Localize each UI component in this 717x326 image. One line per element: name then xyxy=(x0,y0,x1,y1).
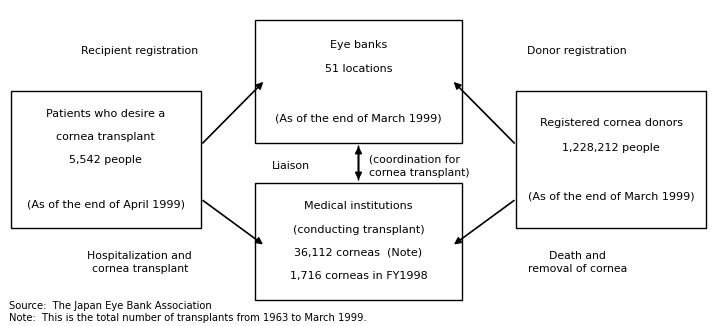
Text: 51 locations: 51 locations xyxy=(325,64,392,74)
Text: Medical institutions: Medical institutions xyxy=(304,201,413,211)
Text: Death and
removal of cornea: Death and removal of cornea xyxy=(528,251,627,274)
Text: (coordination for
cornea transplant): (coordination for cornea transplant) xyxy=(369,155,470,178)
Text: Recipient registration: Recipient registration xyxy=(81,46,199,55)
Text: Source:  The Japan Eye Bank Association: Source: The Japan Eye Bank Association xyxy=(9,302,212,311)
Text: (As of the end of April 1999): (As of the end of April 1999) xyxy=(27,200,185,210)
Text: cornea transplant: cornea transplant xyxy=(57,132,155,142)
Text: 36,112 corneas  (Note): 36,112 corneas (Note) xyxy=(295,248,422,258)
Text: (conducting transplant): (conducting transplant) xyxy=(293,225,424,234)
Text: 1,228,212 people: 1,228,212 people xyxy=(562,142,660,153)
Text: Donor registration: Donor registration xyxy=(528,46,627,55)
Text: Note:  This is the total number of transplants from 1963 to March 1999.: Note: This is the total number of transp… xyxy=(9,313,366,323)
Text: Liaison: Liaison xyxy=(272,161,310,171)
Text: (As of the end of March 1999): (As of the end of March 1999) xyxy=(275,113,442,123)
FancyBboxPatch shape xyxy=(516,91,706,228)
Text: (As of the end of March 1999): (As of the end of March 1999) xyxy=(528,191,695,201)
Text: Patients who desire a: Patients who desire a xyxy=(46,109,166,119)
Text: Hospitalization and
cornea transplant: Hospitalization and cornea transplant xyxy=(87,251,192,274)
Text: Eye banks: Eye banks xyxy=(330,40,387,50)
FancyBboxPatch shape xyxy=(255,20,462,143)
Text: 5,542 people: 5,542 people xyxy=(70,155,142,165)
FancyBboxPatch shape xyxy=(255,183,462,300)
Text: 1,716 corneas in FY1998: 1,716 corneas in FY1998 xyxy=(290,272,427,281)
Text: Registered cornea donors: Registered cornea donors xyxy=(540,118,683,128)
FancyBboxPatch shape xyxy=(11,91,201,228)
